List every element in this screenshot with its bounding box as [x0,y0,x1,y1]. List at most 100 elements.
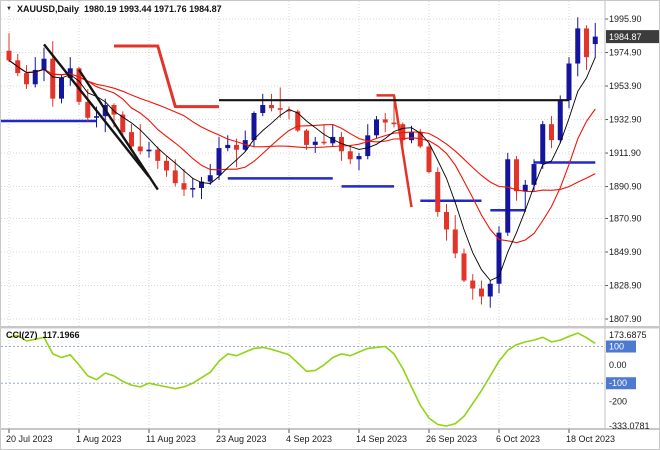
candle-body [286,109,292,112]
symbol-timeframe-label: XAUUSD,Daily [16,4,79,14]
candle-body [137,146,143,152]
candle-body [505,159,511,233]
candle-body [584,28,589,58]
candle-body [435,172,441,212]
cci-axis-label: -100 [609,378,627,388]
time-axis-label: 23 Aug 2023 [216,434,267,444]
candle-body [146,149,152,152]
time-axis-label: 6 Oct 2023 [496,434,540,444]
candle-body [426,146,432,173]
indicator-value: 117.1966 [42,330,80,340]
candle-body [24,73,29,85]
candle-body [575,28,581,64]
candle-body [155,149,161,161]
candle-body [496,232,502,284]
candle-body [207,175,213,182]
cci-level-badge [606,340,636,353]
symbol-dropdown-icon[interactable]: ▼ [6,6,12,12]
candle-body [277,108,283,110]
time-axis-label: 18 Oct 2023 [566,434,615,444]
price-axis-label: 1953.90 [609,81,642,91]
moving-average-line [8,57,596,282]
price-axis-label: 1932.90 [609,115,642,125]
indicator-name: CCI(27) [6,330,38,340]
time-axis-label: 4 Sep 2023 [286,434,332,444]
quote-line: ▼ XAUUSD,Daily 1980.19 1993.44 1971.76 1… [6,4,222,14]
candle-body [312,141,318,145]
candle-body [67,68,73,78]
candle-body [391,122,397,125]
candle-body [522,184,528,192]
cci-axis-label: 0.00 [609,360,627,370]
candle-body [365,135,371,157]
candle-body [400,124,406,141]
price-axis-label: 1974.90 [609,48,642,58]
trendline[interactable] [43,43,150,178]
candle-body [164,160,169,171]
price-axis-label: 1890.90 [609,182,642,192]
candle-body [199,181,204,188]
candle-body [85,101,91,118]
candle-body [50,58,56,99]
price-axis-label: 1995.90 [609,14,642,24]
candle-body [304,130,309,145]
candle-body [6,50,12,61]
price-axis-label: 1849.90 [609,247,642,257]
candle-body [76,68,82,102]
candle-body [514,159,519,192]
candle-body [41,58,47,70]
time-axis-label: 11 Aug 2023 [146,434,196,444]
candle-body [461,253,467,281]
indicator-label: CCI(27) 117.1966 [6,330,80,340]
candle-body [111,105,117,115]
cci-line [8,332,596,427]
candle-body [59,77,64,99]
current-price-label: 1984.87 [609,32,642,42]
moving-average-line [8,59,596,244]
cci-axis-label: -200 [609,397,627,407]
candle-body [94,116,99,118]
candle-body [269,105,274,109]
candle-body [417,132,423,147]
current-price-badge [606,30,659,44]
cci-level-badge [606,377,636,390]
candle-body [32,69,38,85]
candle-body [409,132,414,141]
price-axis-label: 1828.90 [609,280,642,290]
candle-body [444,211,449,230]
candle-body [251,112,257,141]
candle-body [487,283,493,297]
candle-body [234,144,239,150]
cci-axis-label: 173.6875 [609,330,647,340]
ohlc-values: 1980.19 1993.44 1971.76 1984.87 [83,4,222,14]
time-axis-label: 26 Sep 2023 [426,434,477,444]
candle-body [181,183,187,190]
step-line [376,94,413,208]
trendline[interactable] [77,69,159,191]
candle-body [129,132,134,147]
candle-body [557,100,563,141]
candle-body [374,119,379,136]
candle-body [592,36,598,45]
moving-average-line [8,59,596,193]
candle-body [540,124,546,165]
price-axis-label: 1870.90 [609,213,642,223]
candle-body [120,114,126,133]
candle-body [382,119,388,123]
candle-body [330,136,336,144]
candle-body [339,136,344,152]
cci-axis-label: -333.0781 [609,421,650,431]
candle-body [470,280,476,289]
candle-body [295,111,301,131]
time-axis-label: 14 Sep 2023 [356,434,407,444]
candle-body [225,144,231,149]
cci-axis-label: 100 [609,342,624,352]
candle-body [321,141,327,144]
time-axis-label: 20 Jul 2023 [6,434,53,444]
candle-body [172,170,178,184]
candle-body [531,164,537,185]
candle-body [190,187,196,190]
candle-body [347,151,353,160]
